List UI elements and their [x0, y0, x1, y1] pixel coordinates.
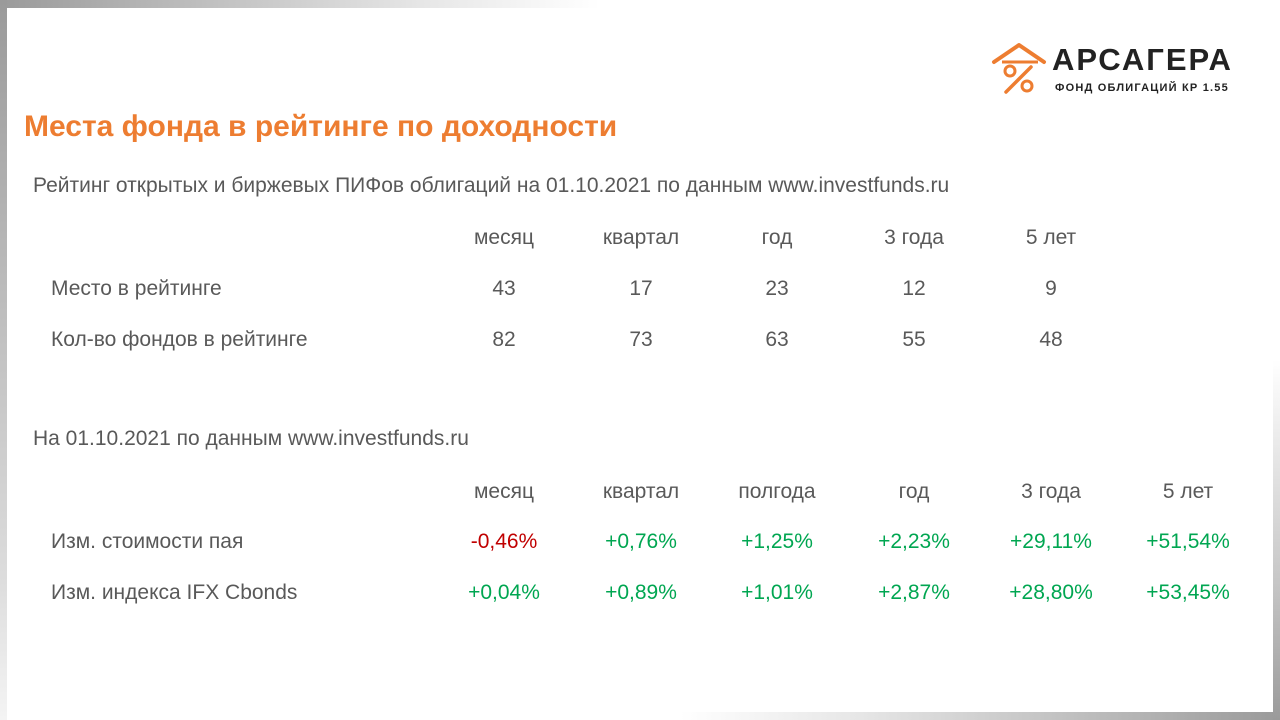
rating-cell: 63 [765, 328, 789, 351]
rating-col-header: месяц [473, 226, 535, 249]
frame-top-border [0, 0, 600, 8]
rating-col-header: квартал [602, 226, 680, 249]
returns-row-label: Изм. стоимости пая [51, 530, 244, 553]
rating-cell: 48 [1039, 328, 1063, 351]
rating-cell: 23 [765, 277, 789, 300]
frame-left-border [0, 0, 7, 720]
returns-cell: +2,23% [878, 530, 950, 553]
rating-heading: Рейтинг открытых и биржевых ПИФов облига… [33, 174, 950, 197]
returns-heading: На 01.10.2021 по данным www.investfunds.… [33, 427, 469, 450]
rating-row-label: Кол-во фондов в рейтинге [51, 328, 308, 351]
logo-name: АРСАГЕРА [1052, 42, 1233, 77]
returns-col-header: 3 года [1021, 480, 1081, 503]
returns-col-header: месяц [473, 480, 535, 503]
returns-cell: +2,87% [878, 581, 950, 604]
returns-cell: +28,80% [1009, 581, 1093, 604]
returns-cell: +51,54% [1146, 530, 1230, 553]
house-percent-icon [992, 43, 1046, 94]
returns-cell: +0,04% [468, 581, 540, 604]
rating-cell: 9 [1045, 277, 1057, 300]
returns-col-header: полгода [738, 480, 816, 503]
company-logo: АРСАГЕРА ФОНД ОБЛИГАЦИЙ КР 1.55 [990, 40, 1250, 100]
rating-cell: 73 [629, 328, 653, 351]
frame-bottom-border [680, 712, 1280, 720]
rating-cell: 82 [492, 328, 516, 351]
rating-cell: 17 [629, 277, 653, 300]
logo-subtitle: ФОНД ОБЛИГАЦИЙ КР 1.55 [1055, 82, 1229, 94]
returns-col-header: квартал [602, 480, 680, 503]
returns-cell: +1,01% [741, 581, 813, 604]
returns-row-label: Изм. индекса IFX Cbonds [51, 581, 298, 604]
returns-cell: -0,46% [470, 530, 538, 553]
returns-cell: +0,76% [605, 530, 677, 553]
returns-col-header: год [898, 480, 930, 503]
rating-cell: 12 [902, 277, 926, 300]
frame-right-border [1273, 360, 1280, 720]
page-title: Места фонда в рейтинге по доходности [24, 110, 618, 143]
rating-cell: 43 [492, 277, 516, 300]
rating-col-header: 5 лет [1025, 226, 1077, 249]
rating-cell: 55 [902, 328, 926, 351]
returns-cell: +29,11% [1010, 530, 1092, 553]
returns-cell: +1,25% [741, 530, 813, 553]
returns-col-header: 5 лет [1162, 480, 1214, 503]
rating-row-label: Место в рейтинге [51, 277, 222, 300]
returns-cell: +53,45% [1146, 581, 1230, 604]
returns-cell: +0,89% [605, 581, 677, 604]
rating-col-header: 3 года [884, 226, 944, 249]
rating-col-header: год [761, 226, 793, 249]
